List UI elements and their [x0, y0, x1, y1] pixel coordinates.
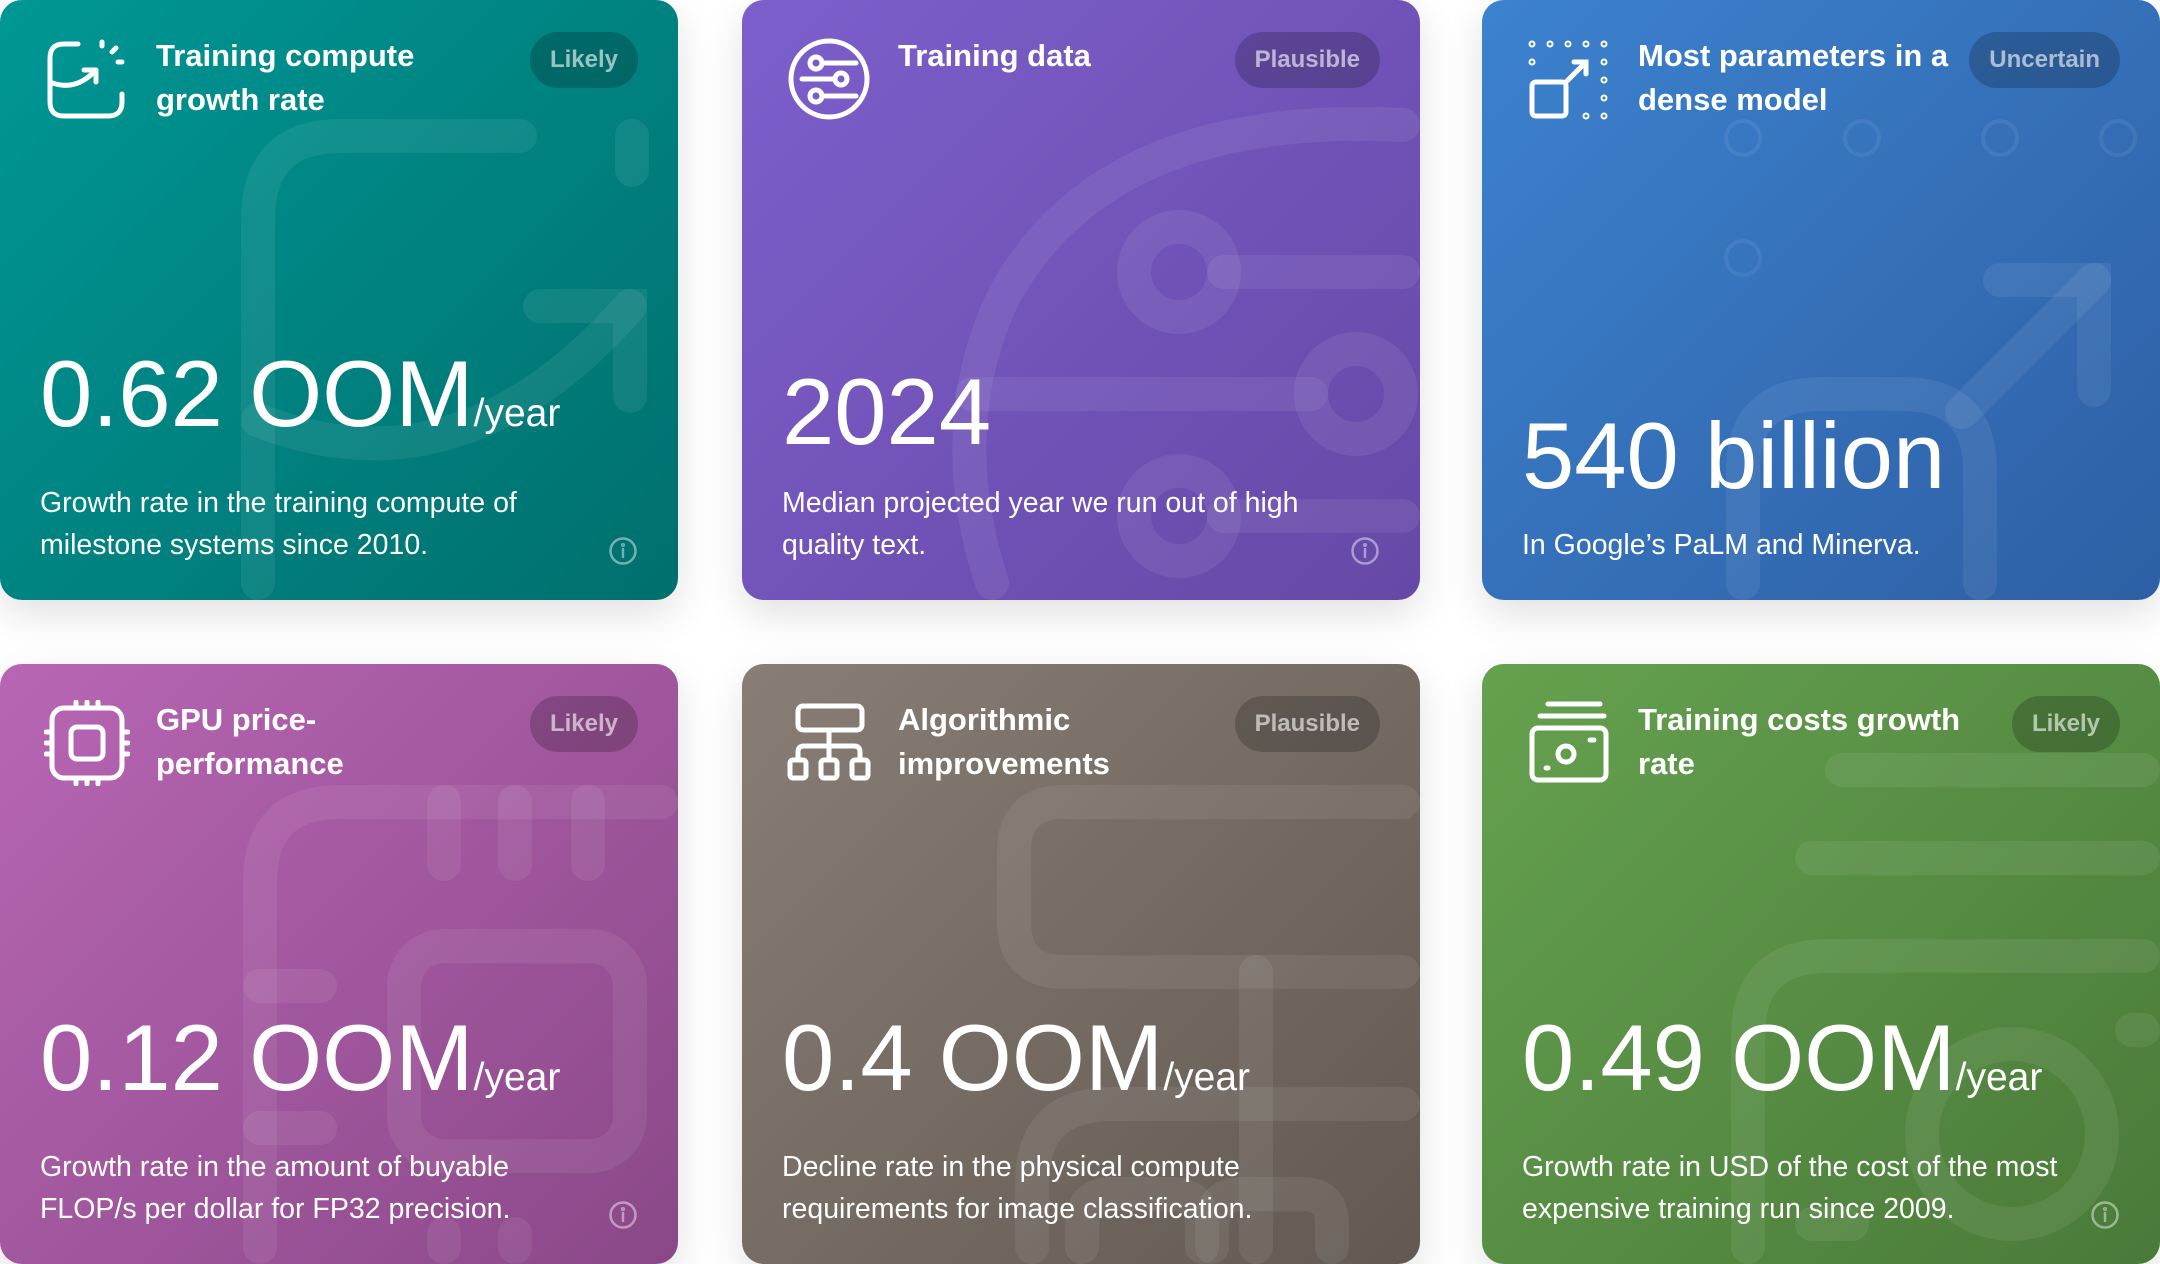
value-unit: /year [473, 1056, 561, 1099]
card-value: 2024 [782, 362, 991, 482]
value-number: 540 billion [1522, 403, 1946, 508]
card-description: Growth rate in the training compute of m… [40, 487, 517, 561]
card-algorithmic-improvements[interactable]: Algorithmic improvements Plausible 0.4 O… [742, 664, 1420, 1264]
card-title: Training costs growth rate [1638, 702, 1961, 781]
info-icon[interactable] [1350, 536, 1380, 566]
value-number: 0.12 OOM [40, 1005, 474, 1110]
value-number: 2024 [782, 359, 992, 464]
card-training-costs[interactable]: Training costs growth rate Likely 0.49 O… [1482, 664, 2160, 1264]
card-description: Growth rate in USD of the cost of the mo… [1522, 1151, 2058, 1225]
confidence-badge: Likely [2011, 696, 2120, 752]
money-background-icon [1731, 753, 2160, 1264]
card-title: Training compute growth rate [156, 38, 415, 117]
confidence-badge: Likely [529, 32, 638, 88]
confidence-badge: Plausible [1234, 32, 1380, 88]
confidence-badge: Likely [529, 696, 638, 752]
card-training-compute[interactable]: Training compute growth rate Likely 0.62… [0, 0, 678, 600]
value-number: 0.62 OOM [40, 341, 474, 446]
scale-up-icon [1528, 40, 1608, 120]
scale-up-background-icon [1724, 119, 2137, 600]
card-value: 540 billion [1522, 406, 1945, 526]
card-description: Median projected year we run out of high… [782, 487, 1299, 561]
card-value: 0.62 OOM/year [40, 344, 560, 464]
hierarchy-icon [787, 703, 871, 781]
card-value: 0.12 OOM/year [40, 1008, 560, 1128]
value-unit: /year [473, 392, 561, 435]
card-title: Algorithmic improvements [898, 702, 1110, 781]
card-training-data[interactable]: Training data Plausible 2024 Median proj… [742, 0, 1420, 600]
confidence-badge: Plausible [1234, 696, 1380, 752]
chart-growth-background-icon [241, 119, 649, 600]
card-description: Decline rate in the physical compute req… [782, 1151, 1253, 1225]
value-number: 0.49 OOM [1522, 1005, 1956, 1110]
card-value: 0.49 OOM/year [1522, 1008, 2042, 1128]
money-icon [1529, 701, 1609, 783]
chip-icon [44, 700, 130, 786]
card-description: In Google’s PaLM and Minerva. [1522, 529, 1921, 561]
card-title: Training data [898, 38, 1091, 73]
card-gpu-price-performance[interactable]: GPU price-performance Likely 0.12 OOM/ye… [0, 664, 678, 1264]
info-icon[interactable] [608, 1200, 638, 1230]
data-sliders-icon [788, 38, 870, 120]
hierarchy-background-icon [997, 785, 1420, 1264]
value-number: 0.4 OOM [782, 1005, 1164, 1110]
chip-background-icon [243, 785, 678, 1264]
value-unit: /year [1955, 1056, 2043, 1099]
info-icon[interactable] [608, 536, 638, 566]
card-dense-parameters[interactable]: Most parameters in a dense model Uncerta… [1482, 0, 2160, 600]
data-sliders-background-icon [952, 106, 1420, 600]
card-description: Growth rate in the amount of buyable FLO… [40, 1151, 511, 1225]
card-value: 0.4 OOM/year [782, 1008, 1250, 1128]
card-title: GPU price-performance [156, 702, 344, 781]
chart-growth-icon [47, 39, 125, 119]
info-icon[interactable] [2090, 1200, 2120, 1230]
confidence-badge: Uncertain [1969, 32, 2120, 88]
value-unit: /year [1163, 1056, 1251, 1099]
card-title: Most parameters in a dense model [1638, 38, 1949, 117]
